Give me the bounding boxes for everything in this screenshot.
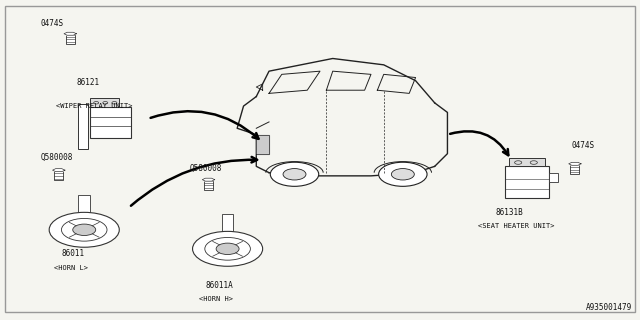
Circle shape: [216, 243, 239, 254]
Bar: [549, 173, 558, 182]
Bar: [66, 35, 75, 44]
Text: Q580008: Q580008: [189, 164, 221, 173]
Text: 86121: 86121: [77, 78, 100, 87]
Text: 86011: 86011: [62, 249, 85, 258]
Polygon shape: [52, 169, 65, 172]
Text: 86011A: 86011A: [205, 281, 233, 290]
Bar: [505, 166, 549, 198]
FancyArrowPatch shape: [450, 131, 508, 155]
Text: <WIPER RELAY UNIT>: <WIPER RELAY UNIT>: [56, 103, 132, 109]
Text: Q580008: Q580008: [41, 153, 73, 162]
Text: <SEAT HEATER UNIT>: <SEAT HEATER UNIT>: [478, 223, 554, 229]
FancyArrowPatch shape: [150, 111, 259, 139]
Text: <HORN H>: <HORN H>: [199, 296, 233, 302]
Polygon shape: [202, 178, 214, 181]
Bar: [54, 171, 63, 180]
Circle shape: [73, 224, 96, 236]
Circle shape: [379, 162, 427, 186]
Circle shape: [283, 169, 306, 180]
Bar: [77, 104, 88, 149]
Bar: [509, 158, 545, 166]
Bar: [570, 165, 579, 174]
Text: 0474S: 0474S: [572, 141, 595, 150]
Circle shape: [392, 169, 414, 180]
Bar: [90, 98, 119, 107]
Text: 0474S: 0474S: [41, 19, 64, 28]
Bar: [79, 196, 90, 218]
Text: <HORN L>: <HORN L>: [54, 265, 88, 271]
Text: A935001479: A935001479: [586, 303, 632, 312]
Circle shape: [205, 237, 250, 260]
Polygon shape: [569, 162, 581, 165]
Bar: [222, 214, 234, 236]
Circle shape: [49, 212, 119, 247]
FancyArrowPatch shape: [131, 157, 257, 206]
Text: 86131B: 86131B: [495, 208, 523, 217]
Circle shape: [193, 231, 262, 266]
Polygon shape: [256, 135, 269, 154]
Circle shape: [61, 219, 107, 241]
Bar: [204, 181, 213, 190]
Circle shape: [270, 162, 319, 186]
Polygon shape: [64, 32, 76, 35]
Bar: [90, 107, 131, 138]
